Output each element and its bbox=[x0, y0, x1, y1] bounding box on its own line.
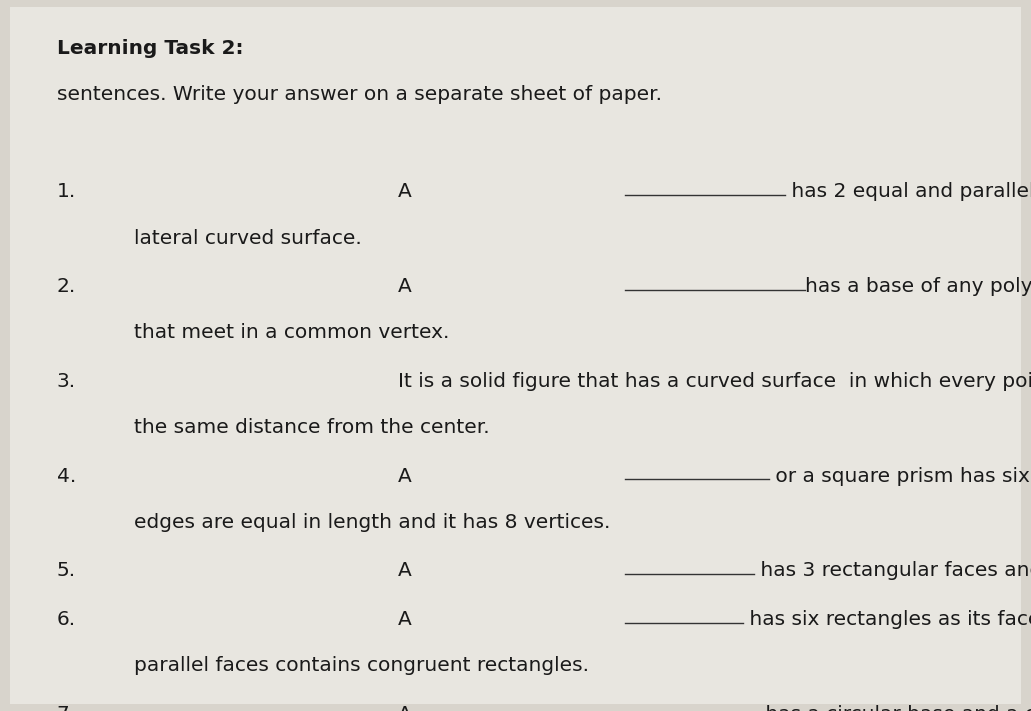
Text: 5.: 5. bbox=[57, 562, 76, 580]
Text: has 2 equal and parallel circles as bases  and a: has 2 equal and parallel circles as base… bbox=[785, 183, 1031, 201]
Text: the same distance from the center.: the same distance from the center. bbox=[134, 418, 496, 437]
Text: A: A bbox=[398, 610, 418, 629]
Text: Learning Task 2:: Learning Task 2: bbox=[57, 39, 243, 58]
Text: that meet in a common vertex.: that meet in a common vertex. bbox=[134, 324, 450, 342]
Text: It is a solid figure that has a curved surface  in which every point is at: It is a solid figure that has a curved s… bbox=[398, 372, 1031, 391]
Text: has six rectangles as its faces surface.  Each pair of: has six rectangles as its faces surface.… bbox=[743, 610, 1031, 629]
Text: 6.: 6. bbox=[57, 610, 76, 629]
Text: parallel faces contains congruent rectangles.: parallel faces contains congruent rectan… bbox=[134, 656, 589, 675]
Text: A: A bbox=[398, 183, 418, 201]
Text: has a base of any polygon and triangular  faces: has a base of any polygon and triangular… bbox=[805, 277, 1031, 296]
Text: sentences. Write your answer on a separate sheet of paper.: sentences. Write your answer on a separa… bbox=[57, 85, 662, 105]
Text: lateral curved surface.: lateral curved surface. bbox=[134, 229, 362, 247]
Text: A: A bbox=[398, 466, 418, 486]
Text: A: A bbox=[398, 705, 418, 711]
Text: 1.: 1. bbox=[57, 183, 76, 201]
Text: 7.: 7. bbox=[57, 705, 76, 711]
Text: A: A bbox=[398, 562, 418, 580]
Text: A: A bbox=[398, 277, 418, 296]
Text: has 3 rectangular faces and 2 triangular bases.: has 3 rectangular faces and 2 triangular… bbox=[754, 562, 1031, 580]
Text: or a square prism has six square faces.  All of the 12: or a square prism has six square faces. … bbox=[769, 466, 1031, 486]
FancyBboxPatch shape bbox=[10, 7, 1021, 704]
Text: has a circular base and a curved  surface that comes: has a circular base and a curved surface… bbox=[759, 705, 1031, 711]
Text: 4.: 4. bbox=[57, 466, 76, 486]
Text: edges are equal in length and it has 8 vertices.: edges are equal in length and it has 8 v… bbox=[134, 513, 610, 532]
Text: 3.: 3. bbox=[57, 372, 76, 391]
Text: 2.: 2. bbox=[57, 277, 76, 296]
